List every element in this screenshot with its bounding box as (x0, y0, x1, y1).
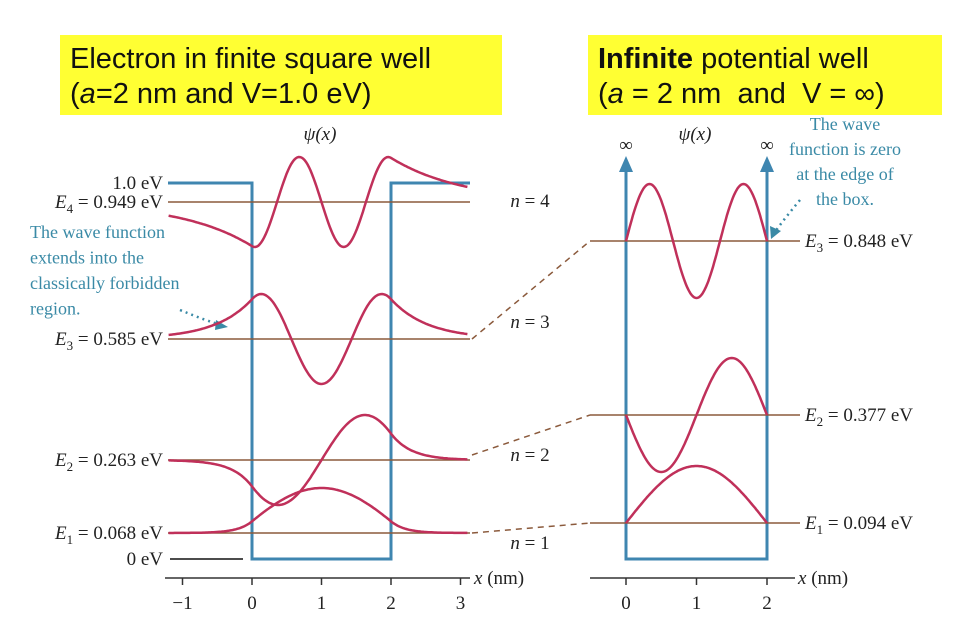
var: n (510, 312, 520, 333)
symbol: E (804, 513, 817, 534)
n-label: n = 2 (510, 445, 549, 466)
value: = 0.848 eV (823, 231, 913, 252)
arrowheads (619, 156, 774, 172)
rest: = 3 (520, 312, 550, 333)
subscript: 2 (67, 459, 74, 474)
wave-function (624, 182, 769, 300)
value: = 0.094 eV (823, 513, 913, 534)
t: ( (598, 78, 608, 110)
rest: (nm) (806, 568, 848, 589)
connector (471, 522, 591, 534)
axis-label: x (nm) (797, 568, 848, 589)
symbol: E (54, 450, 67, 471)
rest: = 4 (520, 191, 550, 212)
value: = 0.263 eV (73, 450, 163, 471)
subscript: 3 (817, 240, 824, 255)
annotation: The wave function (30, 222, 165, 242)
subscript: 3 (67, 338, 74, 353)
infinity: ∞ (619, 135, 633, 156)
wave-function (168, 486, 468, 535)
wave-function (168, 413, 468, 507)
energy-label: E4 = 0.949 eV (54, 192, 163, 216)
wave-function (625, 464, 768, 524)
annotation: The wave (810, 114, 880, 134)
tick-label: 2 (762, 593, 772, 614)
symbol: E (54, 192, 67, 213)
value: = 0.949 eV (73, 192, 163, 213)
value: = 0.585 eV (73, 329, 163, 350)
left-title-line1: Electron in finite square well (70, 43, 431, 75)
right-title-line2: (a = 2 nm and V = ∞) (598, 78, 885, 110)
right-title-line1: Infinite potential well (598, 43, 869, 75)
t: =2 nm and V=1.0 eV) (96, 78, 372, 110)
annotation: region. (30, 299, 80, 319)
n-label: n = 4 (510, 191, 550, 212)
t: a (608, 78, 624, 110)
t: ( (70, 78, 80, 110)
symbol: E (54, 329, 67, 350)
tick-label: 0 (247, 593, 257, 614)
finite-well (168, 181, 470, 561)
tick-label: 2 (386, 593, 396, 614)
energy-label: E2 = 0.263 eV (54, 450, 163, 474)
annotation: at the edge of (796, 164, 893, 184)
t: = 2 nm and V = ∞) (624, 78, 885, 110)
t: a (80, 78, 96, 110)
var: n (510, 191, 520, 212)
var: x (473, 568, 483, 589)
subscript: 2 (817, 414, 824, 429)
tick-label: 0 (621, 593, 631, 614)
wave-function (624, 356, 769, 474)
subscript: 4 (67, 201, 74, 216)
infinite-well (624, 168, 769, 561)
tick-label: 3 (456, 593, 466, 614)
axis-label: x (nm) (473, 568, 524, 589)
energy-label: E1 = 0.068 eV (54, 523, 163, 547)
arrowhead (770, 226, 781, 239)
tick-label: 1 (317, 593, 327, 614)
subscript: 1 (67, 532, 74, 547)
energy-label: E2 = 0.377 eV (804, 405, 913, 429)
note-arrow (179, 308, 223, 327)
t: potential well (693, 43, 869, 75)
var: n (510, 533, 520, 554)
wave-function (168, 155, 468, 249)
rest: = 1 (520, 533, 550, 554)
top-label: 1.0 eV (112, 173, 163, 194)
wave-function (168, 292, 468, 386)
value: = 0.377 eV (823, 405, 913, 426)
connector (471, 240, 591, 340)
energy-label: E3 = 0.848 eV (804, 231, 913, 255)
psi-label: ψ(x) (679, 124, 712, 145)
annotation: the box. (816, 189, 874, 209)
n-label: n = 1 (510, 533, 549, 554)
var: n (510, 445, 520, 466)
left-title-box (60, 35, 502, 115)
infinity: ∞ (760, 135, 774, 156)
psi-label: ψ(x) (304, 124, 337, 145)
symbol: E (54, 523, 67, 544)
rest: = 2 (520, 445, 550, 466)
tick-label: −1 (172, 593, 192, 614)
zero-label: 0 eV (127, 549, 164, 570)
symbol: E (804, 231, 817, 252)
n-label: n = 3 (510, 312, 549, 333)
tick-label: 1 (692, 593, 702, 614)
symbol: E (804, 405, 817, 426)
energy-label: E3 = 0.585 eV (54, 329, 163, 353)
subscript: 1 (817, 522, 824, 537)
t: Infinite (598, 43, 693, 75)
right-title-box (588, 35, 942, 115)
value: = 0.068 eV (73, 523, 163, 544)
annotation: function is zero (789, 139, 901, 159)
var: x (797, 568, 807, 589)
annotation: extends into the (30, 248, 144, 268)
annotation: classically forbidden (30, 273, 179, 293)
left-title-line2: (a=2 nm and V=1.0 eV) (70, 78, 372, 110)
energy-label: E1 = 0.094 eV (804, 513, 913, 537)
connector (471, 414, 591, 456)
note-arrow (773, 199, 801, 233)
rest: (nm) (482, 568, 524, 589)
